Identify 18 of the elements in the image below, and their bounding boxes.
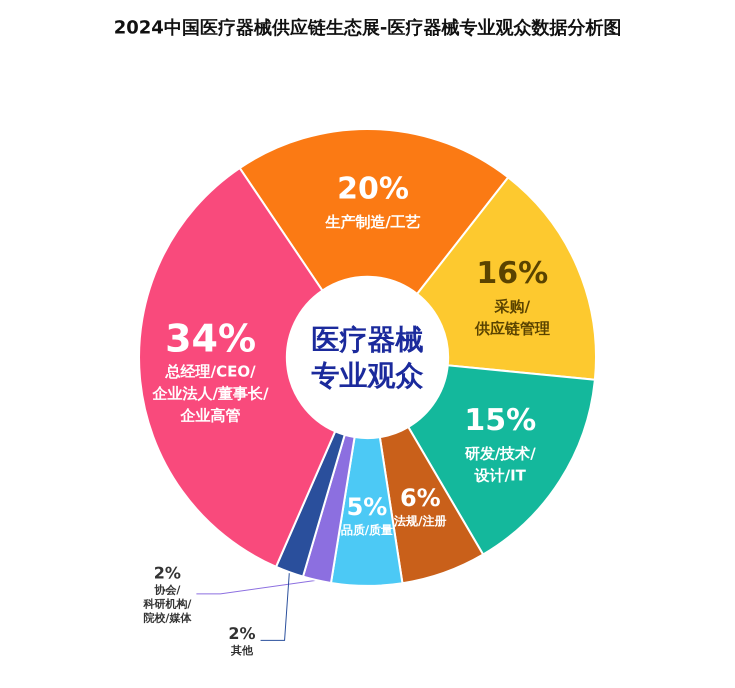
slice-label: 其他 bbox=[230, 644, 254, 657]
data-label: 15% bbox=[464, 402, 536, 438]
slice-label: 法规/注册 bbox=[393, 514, 447, 528]
slice-label: 品质/质量 bbox=[340, 523, 394, 537]
slice-label: 生产制造/工艺 bbox=[324, 212, 421, 231]
data-label: 5% bbox=[346, 493, 388, 521]
slice-label: 总经理/CEO/企业法人/董事长/企业高管 bbox=[152, 362, 270, 425]
data-label: 20% bbox=[337, 171, 409, 206]
data-label: 6% bbox=[400, 484, 441, 512]
chart-title: 2024中国医疗器械供应链生态展-医疗器械专业观众数据分析图 bbox=[114, 18, 622, 38]
data-label: 34% bbox=[165, 316, 256, 361]
slice-label: 研发/技术/设计/IT bbox=[464, 444, 536, 484]
data-label: 2% bbox=[154, 563, 181, 582]
slice-label: 采购/供应链管理 bbox=[474, 297, 550, 338]
text: 医疗器械专业观众 bbox=[310, 322, 424, 392]
data-label: 16% bbox=[476, 256, 548, 291]
data-label: 2% bbox=[228, 624, 256, 643]
slice-label: 协会/科研机构/院校/媒体 bbox=[142, 583, 192, 624]
